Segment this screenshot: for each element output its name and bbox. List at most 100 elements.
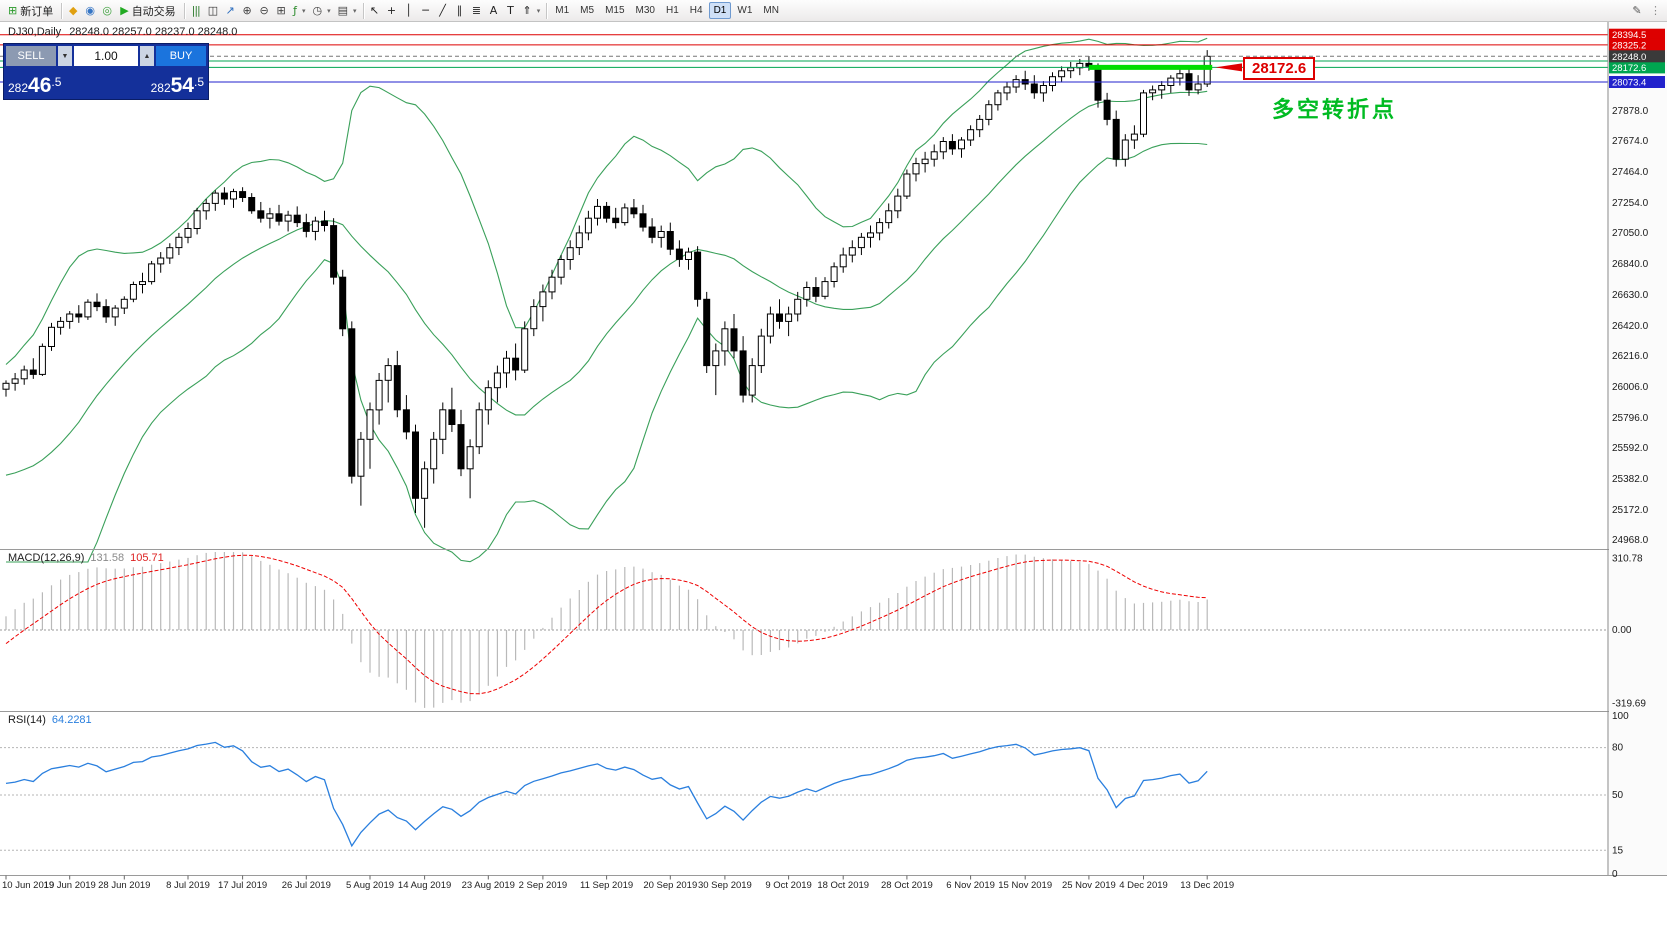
rsi-value: 64.2281 [51, 714, 92, 726]
svg-text:25796.0: 25796.0 [1612, 413, 1649, 424]
svg-text:8 Jul 2019: 8 Jul 2019 [166, 880, 210, 891]
macd-panel [0, 552, 1608, 708]
panel-separators [0, 549, 1667, 876]
timeframe-m30-button[interactable]: M30 [631, 2, 660, 19]
timeframe-m15-button[interactable]: M15 [600, 2, 629, 19]
chart-canvas[interactable]: 27878.0 27674.0 27464.0 27254.0 27050.0 26840… [0, 22, 1667, 946]
svg-text:10 Jun 2019: 10 Jun 2019 [2, 880, 54, 891]
svg-text:26630.0: 26630.0 [1612, 290, 1649, 301]
text-icon[interactable]: A [486, 2, 502, 20]
toolbar-separator [362, 2, 364, 19]
pencil-icon[interactable]: ✎ [1629, 2, 1645, 20]
candlestick-chart-icon[interactable]: ◫ [205, 2, 221, 20]
zoom-in-icon[interactable]: ⊕ [239, 2, 255, 20]
toolbar-separator [183, 2, 185, 19]
rsi-line [5, 741, 1208, 848]
chart-area[interactable]: 27878.0 27674.0 27464.0 27254.0 27050.0 26840… [0, 22, 1667, 946]
autotrading-label: 自动交易 [131, 5, 176, 18]
trendline-icon[interactable]: ╱ [435, 2, 451, 20]
svg-text:310.78: 310.78 [1612, 554, 1643, 565]
panel-grip-icon[interactable]: ⋮ [1647, 2, 1664, 20]
horizontal-line-icon[interactable]: ─ [418, 2, 434, 20]
autotrading-icon: ▶ [120, 4, 129, 17]
toolbar-right-group: ✎ ⋮ [1629, 2, 1664, 20]
autotrading-button[interactable]: ▶ 自动交易 [115, 2, 180, 20]
timeframe-group: M1 M5 M15 M30 H1 H4 D1 W1 MN [550, 2, 784, 19]
sell-button[interactable]: SELL [6, 46, 56, 66]
periods-icon[interactable]: ◷ [309, 2, 333, 20]
timeframe-m5-button[interactable]: M5 [575, 2, 599, 19]
volume-decrease-button[interactable]: ▼ [58, 46, 72, 66]
toolbar-separator [546, 2, 548, 19]
new-order-icon: ⊞ [8, 4, 18, 17]
tile-windows-icon[interactable]: ⊞ [273, 2, 289, 20]
equidistant-channel-icon[interactable]: ∥ [452, 2, 468, 20]
timeframe-w1-button[interactable]: W1 [732, 2, 757, 19]
axis-price-label [1609, 76, 1665, 88]
metaquotes-icon[interactable]: ◆ [65, 2, 81, 20]
fibonacci-icon[interactable]: ≣ [469, 2, 485, 20]
svg-text:18 Oct 2019: 18 Oct 2019 [817, 880, 869, 891]
svg-text:26420.0: 26420.0 [1612, 321, 1649, 332]
bar-chart-icon[interactable]: ||| [188, 2, 204, 20]
svg-text:30 Sep 2019: 30 Sep 2019 [698, 880, 752, 891]
chart-icon-group: |||◫↗⊕⊖⊞ƒ◷▤ [188, 2, 360, 20]
buy-button[interactable]: BUY [156, 46, 206, 66]
svg-text:15: 15 [1612, 845, 1624, 856]
indicators-icon[interactable]: ƒ [290, 2, 308, 20]
svg-text:28 Jun 2019: 28 Jun 2019 [98, 880, 150, 891]
svg-text:6 Nov 2019: 6 Nov 2019 [946, 880, 995, 891]
svg-text:26216.0: 26216.0 [1612, 351, 1649, 362]
cursor-icon[interactable]: ↖ [367, 2, 383, 20]
svg-text:80: 80 [1612, 743, 1624, 754]
volume-input[interactable]: 1.00 [74, 46, 138, 66]
timeframe-h1-button[interactable]: H1 [661, 2, 684, 19]
timeframe-h4-button[interactable]: H4 [685, 2, 708, 19]
svg-text:25 Nov 2019: 25 Nov 2019 [1062, 880, 1116, 891]
volume-increase-button[interactable]: ▲ [140, 46, 154, 66]
svg-text:25382.0: 25382.0 [1612, 474, 1649, 485]
rsi-panel [0, 741, 1608, 851]
price-axis[interactable]: 27878.0 27674.0 27464.0 27254.0 27050.0 26840… [1607, 22, 1667, 880]
line-chart-icon[interactable]: ↗ [222, 2, 238, 20]
macd-main-value: 131.58 [90, 552, 125, 564]
timeframe-mn-button[interactable]: MN [758, 2, 784, 19]
axis-price-label [1609, 38, 1665, 51]
vertical-line-icon[interactable]: │ [401, 2, 417, 20]
signals-icon[interactable]: ◎ [99, 2, 115, 20]
axis-price-label [1609, 61, 1665, 74]
svg-text:5 Aug 2019: 5 Aug 2019 [346, 880, 394, 891]
svg-text:28325.2: 28325.2 [1612, 40, 1646, 51]
axis-price-label [1609, 28, 1665, 41]
rsi-label: RSI(14) 64.2281 [8, 714, 92, 726]
crosshair-icon[interactable]: + [384, 2, 400, 20]
svg-text:14 Aug 2019: 14 Aug 2019 [398, 880, 451, 891]
symbol-info: DJ30,Daily 28248.0 28257.0 28237.0 28248.… [8, 26, 237, 38]
symbol-name: DJ30,Daily [8, 26, 62, 38]
macd-signal-line [5, 554, 1208, 695]
macd-signal-value: 105.71 [130, 552, 164, 564]
arrows-icon[interactable]: ⇑ [520, 2, 544, 20]
svg-text:19 Jun 2019: 19 Jun 2019 [44, 880, 96, 891]
svg-text:0: 0 [1612, 869, 1618, 880]
svg-text:27878.0: 27878.0 [1612, 106, 1649, 117]
svg-text:28394.5: 28394.5 [1612, 30, 1646, 41]
price-callout[interactable]: 28172.6 [1243, 57, 1316, 80]
templates-icon[interactable]: ▤ [335, 2, 360, 20]
svg-text:4 Dec 2019: 4 Dec 2019 [1119, 880, 1168, 891]
svg-text:26 Jul 2019: 26 Jul 2019 [282, 880, 331, 891]
svg-text:13 Dec 2019: 13 Dec 2019 [1180, 880, 1234, 891]
timeframe-m1-button[interactable]: M1 [550, 2, 574, 19]
new-order-button[interactable]: ⊞ 新订单 [3, 2, 58, 20]
zoom-out-icon[interactable]: ⊖ [256, 2, 272, 20]
app-icon-group: ◆ ◉ ◎ [65, 2, 115, 20]
svg-text:23 Aug 2019: 23 Aug 2019 [462, 880, 515, 891]
svg-text:28172.6: 28172.6 [1612, 63, 1646, 74]
macd-label: MACD(12,26,9) 131.58 105.71 [8, 552, 164, 564]
timeframe-d1-button[interactable]: D1 [708, 2, 732, 19]
svg-text:11 Sep 2019: 11 Sep 2019 [580, 880, 633, 891]
market-icon[interactable]: ◉ [82, 2, 98, 20]
label-icon[interactable]: T [503, 2, 519, 20]
